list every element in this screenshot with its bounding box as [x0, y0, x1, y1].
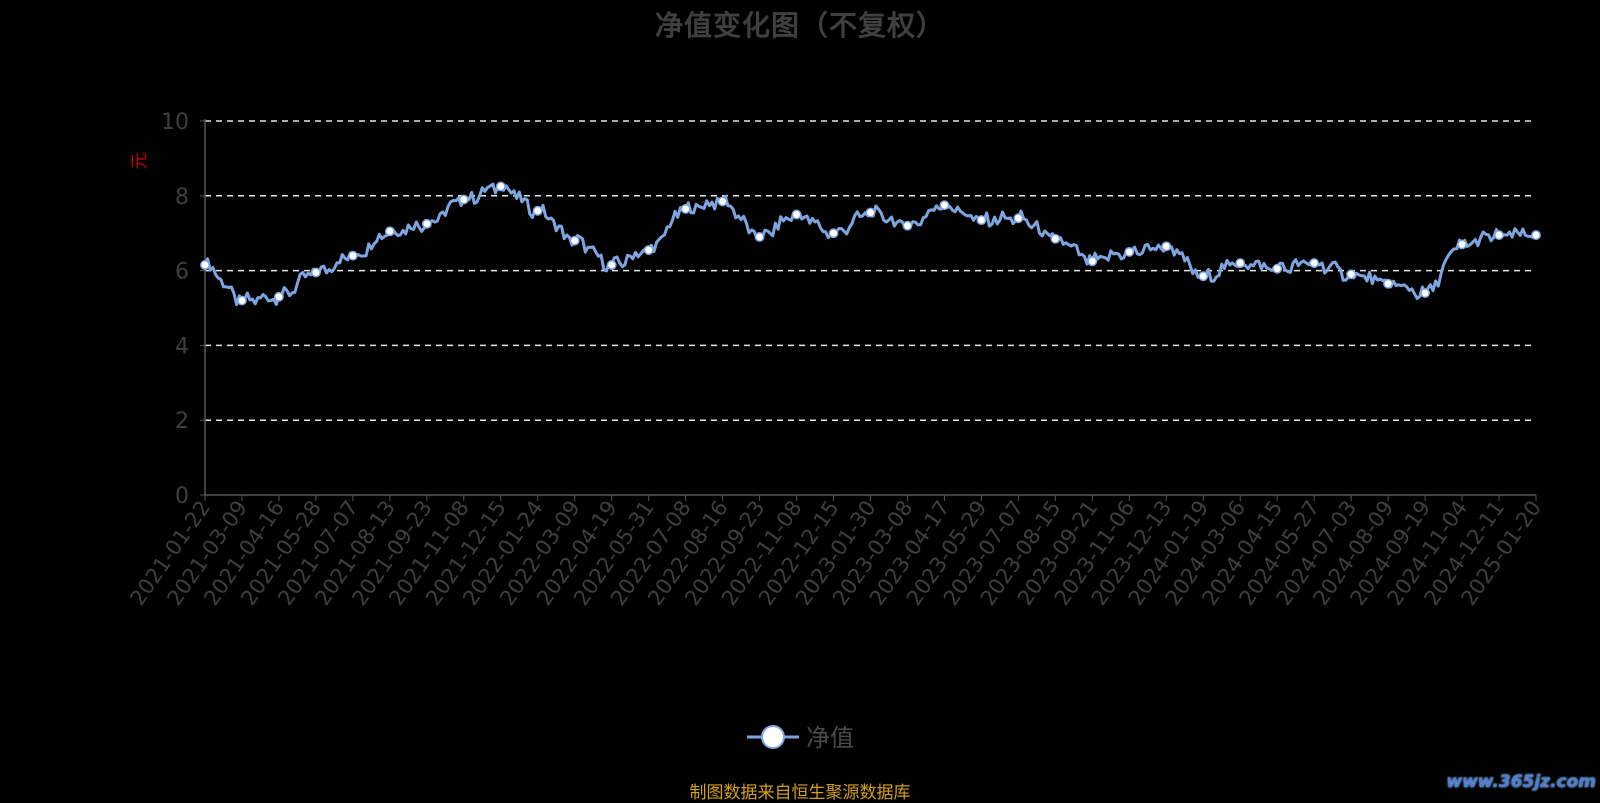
site-watermark[interactable]: www.365jz.com [1446, 772, 1596, 792]
y-tick-label: 4 [175, 334, 189, 359]
legend[interactable]: 净值 [747, 724, 854, 752]
chart-title: 净值变化图（不复权） [654, 9, 945, 42]
data-point [643, 245, 654, 255]
data-source-note: 制图数据来自恒生聚源数据库 [689, 783, 911, 803]
data-point [1531, 230, 1541, 241]
data-point [754, 231, 765, 242]
data-point [495, 181, 506, 192]
y-axis-unit-label: 元 [130, 153, 150, 170]
y-tick-label: 8 [175, 185, 189, 210]
data-point [569, 235, 580, 246]
y-tick-labels: 0 2 4 6 8 10 [161, 110, 189, 509]
data-point [532, 205, 543, 216]
data-point [939, 200, 950, 211]
data-point [347, 250, 358, 261]
y-tick-label: 10 [161, 110, 189, 135]
data-point [1050, 233, 1061, 244]
data-point [1494, 230, 1504, 241]
data-point [1013, 213, 1024, 224]
data-point [902, 220, 913, 231]
series-line-jingzhi [203, 182, 1538, 307]
data-point [1420, 288, 1431, 298]
data-point [680, 203, 691, 214]
data-point [1124, 246, 1135, 257]
data-point [1346, 269, 1357, 280]
legend-label: 净值 [806, 724, 854, 752]
y-tick-label: 6 [175, 260, 189, 285]
data-point [1198, 271, 1209, 282]
grid-lines [205, 120, 1536, 421]
series-layer [203, 182, 1538, 307]
data-point [384, 226, 395, 237]
axes [200, 119, 1537, 501]
data-point [791, 209, 802, 220]
data-point [976, 215, 987, 226]
data-point [1309, 258, 1320, 269]
data-point [458, 194, 469, 205]
data-point [200, 260, 210, 270]
data-point [1235, 258, 1246, 269]
data-point [1383, 278, 1394, 289]
series-markers [200, 181, 1541, 306]
data-point [1457, 239, 1468, 250]
data-point [1272, 263, 1283, 274]
data-point [421, 218, 432, 229]
data-point [1087, 256, 1098, 267]
data-point [865, 207, 876, 218]
data-point [828, 228, 839, 239]
y-tick-label: 0 [175, 484, 189, 509]
data-point [606, 260, 617, 270]
data-point [237, 295, 247, 306]
data-point [1161, 241, 1172, 252]
data-point [273, 291, 284, 302]
x-tick-labels: 2021-01-222021-03-092021-04-162021-05-28… [125, 496, 1546, 610]
data-point [310, 267, 321, 278]
legend-marker-swatch [761, 725, 785, 749]
y-tick-label: 2 [175, 409, 189, 434]
data-point [717, 196, 728, 207]
